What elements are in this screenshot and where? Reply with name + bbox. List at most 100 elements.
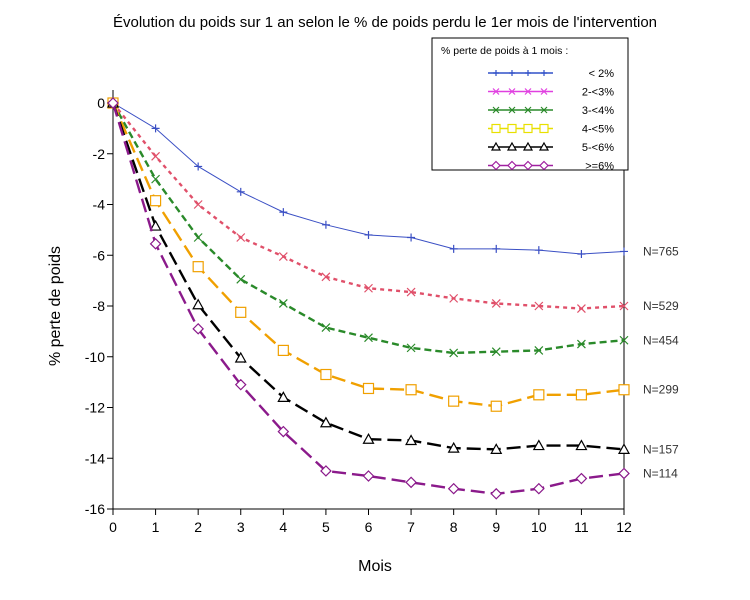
legend-title: % perte de poids à 1 mois : xyxy=(441,45,568,57)
legend-label: >=6% xyxy=(585,161,614,173)
data-point xyxy=(524,106,532,114)
n-label: N=157 xyxy=(643,442,679,456)
y-tick-label: -10 xyxy=(85,349,105,365)
n-label: N=529 xyxy=(643,299,679,313)
data-point xyxy=(492,244,501,253)
data-point xyxy=(234,351,247,363)
data-point xyxy=(576,304,586,313)
data-point xyxy=(619,335,629,345)
data-point xyxy=(236,187,245,196)
data-point xyxy=(321,220,330,229)
data-point xyxy=(449,293,459,303)
data-point xyxy=(540,88,548,95)
data-point xyxy=(534,301,544,311)
axes: 0-2-4-6-8-10-12-14-160 1 2 3 4 5 6 7 8 9 10 11 12 xyxy=(85,90,632,535)
data-point xyxy=(149,219,162,231)
data-point xyxy=(405,476,417,489)
data-point xyxy=(406,343,416,353)
data-point xyxy=(107,97,119,109)
legend-item: 3-<4% xyxy=(488,105,614,117)
data-point xyxy=(523,123,533,134)
x-tick-label: 6 xyxy=(365,519,373,535)
data-point xyxy=(538,141,550,151)
data-point xyxy=(321,272,331,282)
x-tick-label: 11 xyxy=(574,519,589,535)
data-point xyxy=(619,301,629,311)
data-point xyxy=(319,416,332,428)
data-point xyxy=(320,465,332,477)
data-point xyxy=(491,123,501,134)
y-tick-label: -4 xyxy=(93,197,106,213)
data-point xyxy=(192,261,204,273)
data-point xyxy=(618,384,630,396)
data-point xyxy=(192,298,205,310)
x-tick-label: 0 xyxy=(109,519,117,535)
data-point xyxy=(618,467,630,480)
data-point xyxy=(193,200,203,209)
legend-item: 2-<3% xyxy=(488,87,614,99)
data-point xyxy=(539,123,549,134)
data-point xyxy=(508,106,516,114)
x-tick-label: 3 xyxy=(237,519,245,535)
data-point xyxy=(194,162,203,171)
legend-label: 3-<4% xyxy=(582,105,614,117)
data-point xyxy=(406,287,416,297)
data-point xyxy=(525,70,531,76)
n-label: N=299 xyxy=(643,383,679,397)
data-point xyxy=(193,233,203,242)
data-point xyxy=(362,470,375,482)
x-axis-label: Mois xyxy=(358,558,392,575)
legend-label: 2-<3% xyxy=(582,87,614,99)
data-point xyxy=(405,384,417,396)
data-point xyxy=(449,244,458,253)
data-point xyxy=(362,432,375,444)
y-tick-label: -6 xyxy=(93,247,106,263)
legend-label: 4-<5% xyxy=(582,124,614,136)
series-3 xyxy=(108,98,629,358)
legend-items: < 2% 2-<3% 3-<4% 4-<5% 5-<6% >=6% xyxy=(488,68,614,173)
data-point xyxy=(151,124,160,133)
series-4 xyxy=(107,97,630,412)
data-point xyxy=(277,425,290,438)
data-point xyxy=(236,233,246,242)
x-tick-label: 4 xyxy=(279,519,287,535)
data-point xyxy=(617,443,631,454)
data-point xyxy=(490,443,503,454)
data-point xyxy=(577,249,586,258)
data-point xyxy=(448,395,460,407)
x-tick-label: 7 xyxy=(407,519,415,535)
data-point xyxy=(277,391,290,402)
data-point xyxy=(192,322,205,335)
data-point xyxy=(279,208,288,217)
data-point xyxy=(320,368,332,381)
data-point xyxy=(575,389,588,401)
legend-label: 5-<6% xyxy=(582,142,614,154)
data-point xyxy=(534,246,543,255)
n-labels: N=765 N=529 N=454 N=299 N=157 N=114 xyxy=(643,244,679,480)
data-point xyxy=(491,347,501,357)
data-point xyxy=(509,70,515,76)
data-point xyxy=(364,230,373,239)
n-label: N=454 xyxy=(643,333,679,347)
x-tick-label: 12 xyxy=(616,519,632,535)
data-point xyxy=(493,70,499,76)
data-point xyxy=(277,344,289,357)
series-1 xyxy=(109,99,628,258)
x-tick-label: 9 xyxy=(492,519,500,535)
data-point xyxy=(532,439,545,451)
data-point xyxy=(151,151,161,161)
data-point xyxy=(541,70,547,76)
data-point xyxy=(533,389,545,401)
legend-item: >=6% xyxy=(488,161,614,173)
data-point xyxy=(149,237,162,250)
y-tick-label: -8 xyxy=(93,298,106,314)
data-point xyxy=(405,434,418,446)
data-point xyxy=(278,299,288,308)
x-tick-label: 8 xyxy=(450,519,458,535)
legend: % perte de poids à 1 mois : < 2% 2-<3% 3-<… xyxy=(431,37,629,173)
series-layer xyxy=(106,96,631,500)
series-5 xyxy=(106,96,631,454)
legend-item: 4-<5% xyxy=(488,124,614,136)
data-point xyxy=(447,482,460,495)
